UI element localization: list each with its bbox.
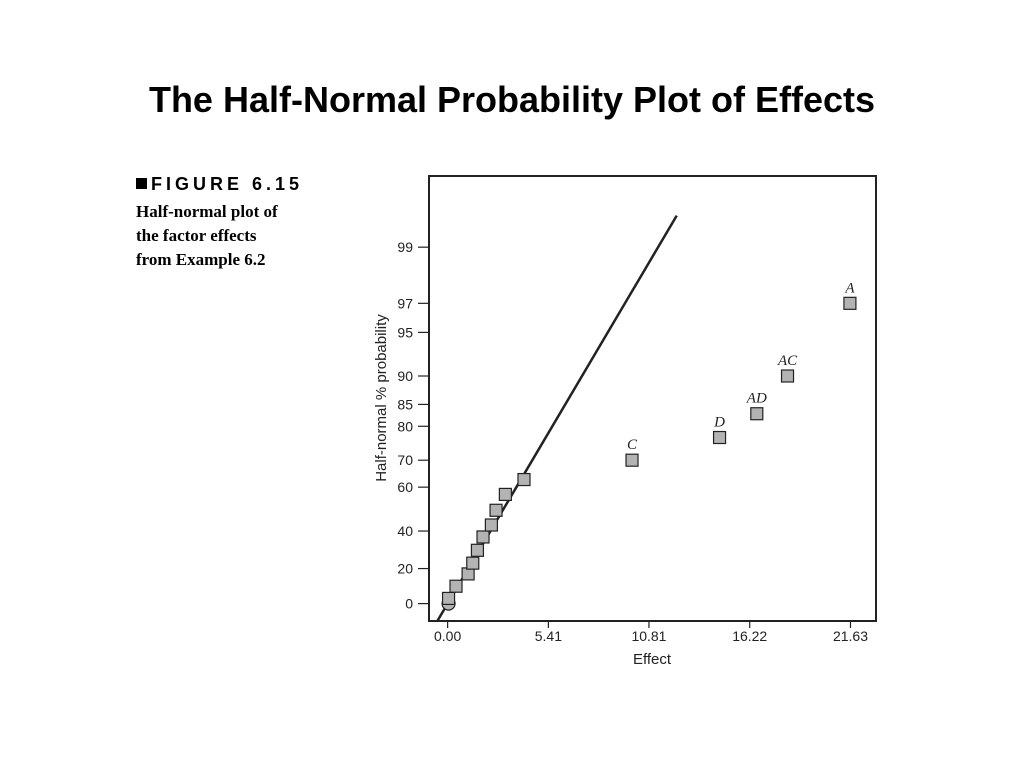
y-tick-label: 80 — [397, 418, 413, 434]
y-tick-label: 99 — [397, 239, 413, 255]
bullet-square-icon — [136, 178, 147, 189]
data-point — [780, 369, 795, 383]
plot-frame — [428, 175, 877, 622]
x-axis-title: Effect — [633, 651, 672, 668]
data-point — [466, 556, 480, 570]
figure-heading: FIGURE 6.15 — [136, 172, 356, 196]
data-point — [484, 518, 498, 532]
y-tick-label: 60 — [397, 479, 413, 495]
point-label: C — [627, 437, 638, 453]
data-point — [625, 453, 639, 467]
caption-line: from Example 6.2 — [136, 250, 266, 269]
data-point — [843, 296, 857, 310]
point-label: AC — [777, 353, 798, 369]
data-point — [441, 591, 456, 606]
data-point — [517, 472, 531, 487]
slide-title: The Half-Normal Probability Plot of Effe… — [148, 79, 876, 120]
y-tick-label: 70 — [397, 452, 413, 468]
caption-line: Half-normal plot of — [136, 202, 278, 221]
y-tick-label: 40 — [397, 523, 413, 539]
point-label: D — [713, 415, 725, 431]
caption-line: the factor effects — [136, 226, 257, 245]
figure-caption-text: Half-normal plot of the factor effects f… — [136, 200, 356, 272]
y-tick-label: 95 — [397, 324, 413, 340]
figure-label: FIGURE 6.15 — [151, 174, 304, 194]
data-point — [449, 579, 463, 593]
y-tick-label: 85 — [397, 396, 413, 412]
y-tick-label: 20 — [397, 561, 413, 577]
data-point — [712, 430, 727, 445]
y-tick-label: 0 — [405, 596, 413, 612]
y-axis-title: Half-normal % probability — [373, 314, 390, 482]
data-point — [750, 407, 764, 421]
data-point — [470, 543, 485, 557]
y-tick-label: 90 — [397, 368, 413, 384]
x-tick-label: 16.22 — [732, 628, 767, 644]
data-point — [489, 503, 503, 517]
y-tick-label: 97 — [397, 295, 413, 311]
x-tick-label: 0.00 — [434, 628, 461, 644]
x-tick-label: 10.81 — [631, 628, 666, 644]
point-label: AD — [746, 391, 767, 407]
figure-caption: FIGURE 6.15 Half-normal plot of the fact… — [136, 172, 356, 272]
point-label: A — [844, 280, 855, 296]
data-point — [476, 530, 490, 544]
x-tick-label: 5.41 — [535, 628, 562, 644]
data-point — [498, 487, 512, 502]
x-tick-label: 21.63 — [833, 628, 868, 644]
